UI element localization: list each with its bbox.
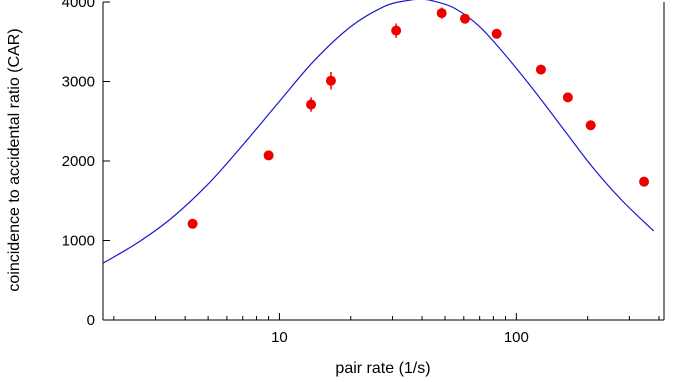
y-tick-label: 4000 bbox=[62, 0, 95, 11]
data-point bbox=[459, 13, 470, 24]
fit-curve bbox=[102, 0, 655, 264]
data-point bbox=[187, 218, 198, 229]
data-points-layer bbox=[187, 7, 650, 229]
x-tick-label: 100 bbox=[504, 329, 529, 346]
y-tick-label: 3000 bbox=[62, 74, 95, 91]
plot-frame bbox=[102, 2, 665, 321]
data-point bbox=[263, 150, 274, 161]
fit-curve-layer bbox=[102, 0, 655, 264]
data-point bbox=[585, 120, 596, 131]
data-point bbox=[306, 99, 317, 110]
data-point bbox=[639, 176, 650, 187]
x-axis-title: pair rate (1/s) bbox=[335, 360, 430, 377]
data-point bbox=[325, 75, 336, 86]
y-tick-label: 0 bbox=[87, 312, 95, 329]
y-tick-label: 1000 bbox=[62, 233, 95, 250]
y-tick-label: 2000 bbox=[62, 153, 95, 170]
x-axis-ticks: 101001000 bbox=[113, 313, 660, 346]
data-point bbox=[391, 25, 402, 36]
data-point bbox=[436, 8, 447, 19]
data-point bbox=[535, 64, 546, 75]
x-tick-label: 10 bbox=[271, 329, 288, 346]
data-point bbox=[491, 28, 502, 39]
data-point bbox=[562, 92, 573, 103]
y-axis-title: coincidence to accidental ratio (CAR) bbox=[6, 28, 23, 291]
y-axis-ticks: 0 1000 2000 3000 4000 bbox=[62, 0, 110, 329]
